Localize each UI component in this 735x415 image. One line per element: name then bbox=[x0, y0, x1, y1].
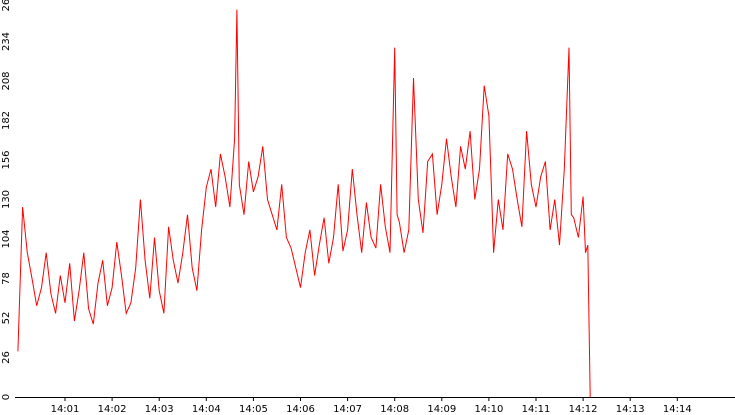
x-tick-label: 14:03 bbox=[145, 404, 174, 415]
x-tick-label: 14:08 bbox=[380, 404, 409, 415]
y-tick-label: 260 bbox=[1, 0, 12, 12]
y-tick-label: 52 bbox=[1, 312, 12, 325]
y-axis: 0 26 52 78 104 130 156 182 208 234 260 bbox=[1, 0, 12, 400]
x-tick-label: 14:06 bbox=[286, 404, 315, 415]
y-tick-label: 26 bbox=[1, 351, 12, 364]
x-tick-label: 14:12 bbox=[569, 404, 598, 415]
y-tick-label: 78 bbox=[1, 272, 12, 285]
x-tick-label: 14:11 bbox=[522, 404, 551, 415]
y-tick-label: 130 bbox=[1, 190, 12, 209]
y-tick-label: 156 bbox=[1, 150, 12, 169]
x-tick-label: 14:10 bbox=[474, 404, 503, 415]
x-tick-label: 14:14 bbox=[663, 404, 692, 415]
y-tick-label: 104 bbox=[1, 229, 12, 248]
x-tick-label: 14:07 bbox=[333, 404, 362, 415]
x-tick-label: 14:04 bbox=[192, 404, 221, 415]
x-tick-label: 14:02 bbox=[98, 404, 127, 415]
y-tick-label: 208 bbox=[1, 71, 12, 90]
x-tick-label: 14:05 bbox=[239, 404, 268, 415]
series-line bbox=[17, 9, 591, 398]
y-tick-label: 0 bbox=[1, 394, 12, 400]
y-tick-label: 182 bbox=[1, 111, 12, 130]
x-tick-label: 14:09 bbox=[427, 404, 456, 415]
y-tick-label: 234 bbox=[1, 32, 12, 51]
x-tick-label: 14:01 bbox=[51, 404, 80, 415]
x-tick-label: 14:13 bbox=[616, 404, 645, 415]
